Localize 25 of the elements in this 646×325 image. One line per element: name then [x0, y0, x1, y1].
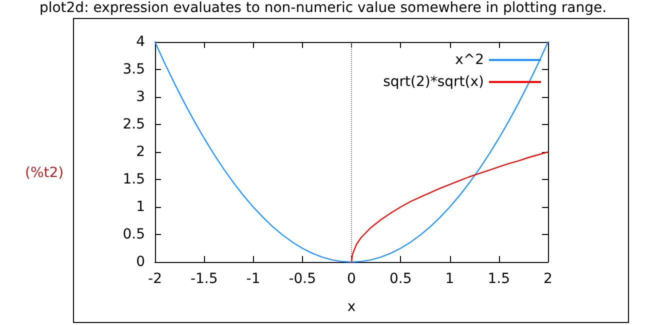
y-tick-label: 1.5 [122, 172, 145, 188]
x-axis-title: x [347, 299, 356, 315]
y-tick-label: 0.5 [122, 226, 145, 242]
y-tick-label: 1 [136, 199, 145, 215]
x-tick-label: 0.5 [389, 271, 412, 287]
y-tick-label: 2.5 [122, 116, 145, 132]
x-tick-label: -1 [246, 271, 260, 287]
chart-title: plot2d: expression evaluates to non-numeric value somewhere in plotting range. [39, 0, 607, 16]
y-tick-label: 3.5 [122, 62, 145, 78]
legend-label: sqrt(2)*sqrt(x) [383, 74, 484, 90]
x-tick-label: 1 [445, 271, 454, 287]
x-tick-label: -2 [148, 271, 162, 287]
y-tick-label: 3 [136, 89, 145, 105]
x-tick-label: -0.5 [288, 271, 316, 287]
legend-label: x^2 [455, 52, 484, 68]
x-tick-label: 0 [347, 271, 356, 287]
y-tick-label: 0 [136, 254, 145, 270]
line-series [350, 151, 549, 263]
text: (%t2) [25, 165, 64, 181]
x-tick-label: 1.5 [488, 271, 510, 287]
line-series [154, 41, 549, 263]
x-tick-label: 2 [544, 271, 552, 287]
y-tick-label: 2 [136, 144, 145, 160]
y-tick-label: 4 [136, 34, 146, 50]
x-tick-label: -1.5 [190, 271, 218, 287]
